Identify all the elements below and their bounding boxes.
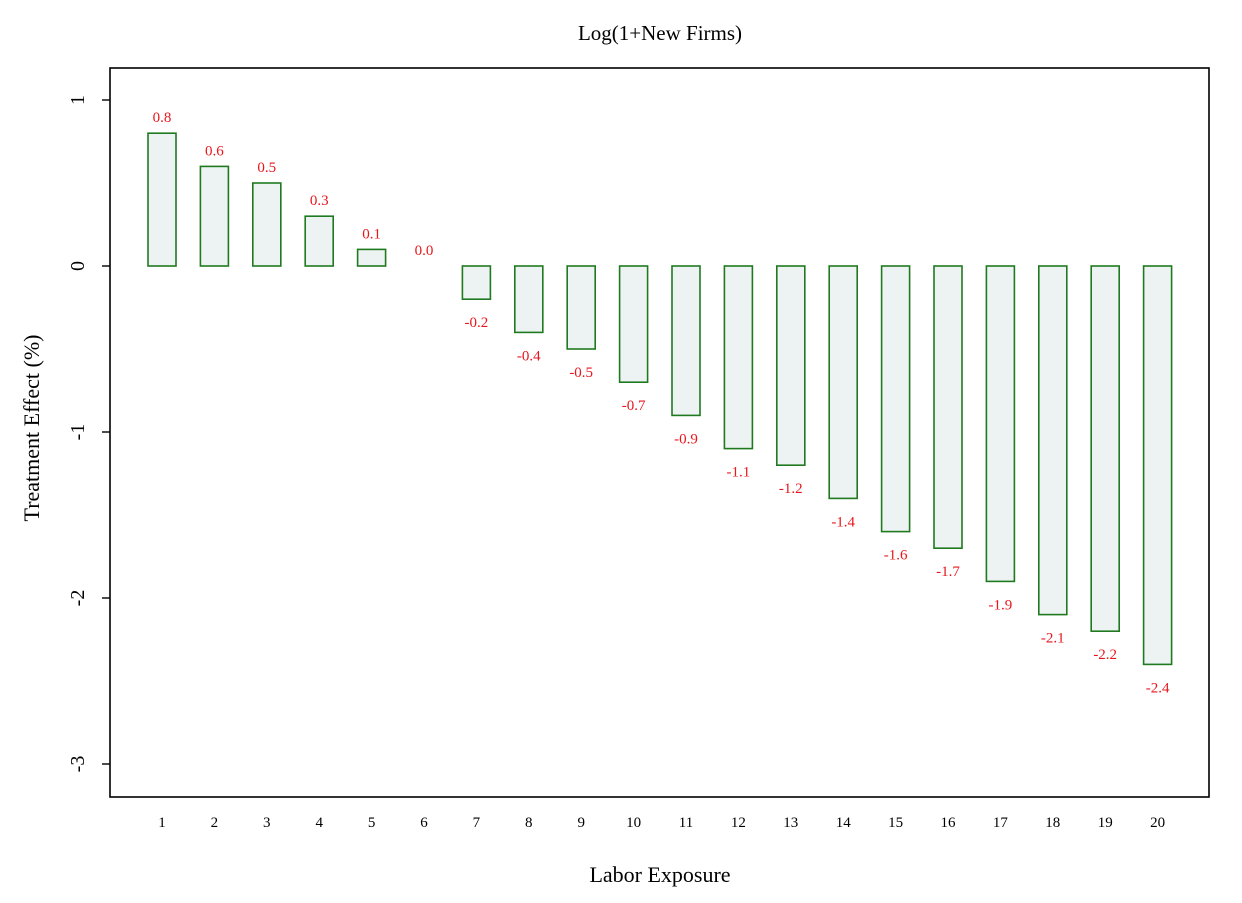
x-tick-label: 15	[888, 815, 903, 831]
bar	[880, 265, 911, 533]
bar-data-label: -2.4	[1146, 680, 1170, 696]
bar-labels-group: 0.8 0.6 0.5 0.3 0.1 0.0 -0.2 -0.4 -0.5 -0.7 -0.9 -1…	[153, 110, 1170, 696]
x-tick-label: 13	[783, 815, 798, 831]
bar-data-label: -1.4	[831, 514, 855, 530]
bar	[985, 265, 1016, 583]
bar	[147, 132, 177, 267]
x-tick-label: 8	[525, 815, 533, 831]
x-tick-label: 20	[1150, 815, 1165, 831]
x-tick-label: 10	[626, 815, 641, 831]
bar	[1142, 265, 1173, 666]
x-tick-label: 12	[731, 815, 746, 831]
bar-data-label: -0.2	[465, 315, 489, 331]
x-tick-label: 2	[211, 815, 219, 831]
bar	[671, 265, 701, 417]
bar-data-label: -0.7	[622, 398, 646, 414]
y-axis: 1 0 -1 -2 -3	[67, 95, 110, 772]
bar	[513, 265, 544, 334]
bar-data-label: -0.9	[674, 431, 698, 447]
bar-data-label: 0.6	[205, 143, 224, 159]
y-tick-label: -3	[67, 756, 89, 773]
bar	[566, 265, 597, 350]
y-tick-label: -1	[67, 424, 89, 441]
bar	[252, 182, 282, 267]
bar-data-label: 0.3	[310, 193, 329, 209]
bar	[356, 248, 387, 267]
x-tick-label: 1	[158, 815, 166, 831]
bar	[199, 165, 230, 267]
x-tick-label: 19	[1098, 815, 1113, 831]
x-tick-label: 5	[368, 815, 376, 831]
bar-data-label: 0.8	[153, 110, 172, 126]
bar-data-label: -1.1	[727, 465, 751, 481]
bar-data-label: -1.7	[936, 564, 960, 580]
x-tick-label: 14	[836, 815, 852, 831]
y-tick-label: 1	[67, 95, 89, 105]
bar-data-label: -1.2	[779, 481, 803, 497]
x-tick-label: 16	[941, 815, 957, 831]
bar-data-label: 0.1	[362, 226, 381, 242]
bar-data-label: 0.5	[257, 160, 276, 176]
x-tick-label: 17	[993, 815, 1009, 831]
bar	[461, 265, 492, 301]
y-tick-label: 0	[67, 261, 89, 271]
bar-data-label: -0.4	[517, 348, 541, 364]
bar-data-label: -0.5	[569, 365, 593, 381]
x-tick-label: 6	[420, 815, 428, 831]
bar-data-label: -2.1	[1041, 631, 1065, 647]
bar	[828, 265, 859, 500]
y-axis-title: Treatment Effect (%)	[19, 335, 44, 522]
x-tick-labels-group: 1 2 3 4 5 6 7 8 9 10 11 12 13 14 15 16 17 18 19 20	[158, 815, 1165, 831]
bar-data-label: -1.9	[989, 597, 1013, 613]
x-tick-label: 11	[679, 815, 693, 831]
x-tick-label: 18	[1045, 815, 1060, 831]
bars-group	[147, 132, 1173, 666]
x-tick-label: 9	[577, 815, 585, 831]
x-tick-label: 4	[315, 815, 323, 831]
chart-title: Log(1+New Firms)	[578, 21, 742, 45]
y-tick-label: -2	[67, 590, 89, 607]
bar-data-label: -1.6	[884, 548, 908, 564]
bar-data-label: -2.2	[1093, 647, 1117, 663]
bar-data-label: 0.0	[415, 243, 434, 259]
bar	[618, 265, 649, 383]
x-tick-label: 3	[263, 815, 271, 831]
bar	[933, 265, 963, 550]
bar	[1038, 265, 1068, 616]
x-axis-title: Labor Exposure	[589, 862, 730, 887]
bar	[775, 265, 806, 466]
bar	[723, 265, 754, 450]
bar	[304, 215, 335, 267]
bar	[1090, 265, 1120, 633]
x-tick-label: 7	[473, 815, 481, 831]
